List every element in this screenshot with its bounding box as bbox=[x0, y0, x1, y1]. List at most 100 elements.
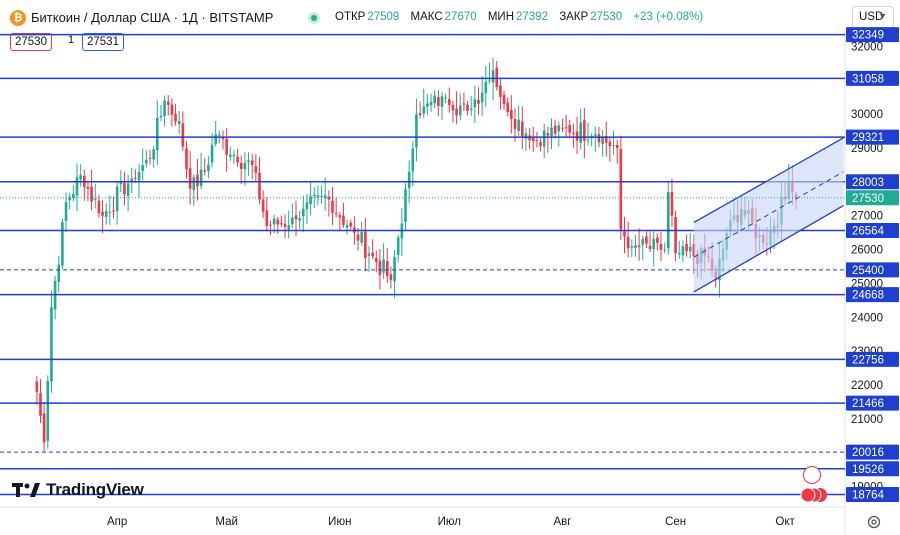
price-tick-label: 30000 bbox=[851, 109, 883, 121]
price-tick-label: 24000 bbox=[851, 312, 883, 324]
candle-body bbox=[236, 156, 239, 163]
bid-button[interactable]: 27530 bbox=[10, 33, 52, 51]
price-axis: 1900020000210002200023000240002500026000… bbox=[846, 27, 899, 503]
candle-body bbox=[250, 160, 254, 165]
candle-body bbox=[345, 225, 349, 228]
candle-body bbox=[196, 174, 199, 187]
candle-body bbox=[210, 144, 214, 163]
channel-upper-line bbox=[693, 137, 844, 224]
candle-body bbox=[612, 145, 615, 147]
candle-body bbox=[79, 175, 82, 180]
level-price-tag bbox=[846, 174, 899, 190]
candle-body bbox=[323, 195, 327, 199]
level-price-label: 32349 bbox=[852, 30, 884, 42]
candle-body bbox=[641, 238, 645, 245]
candle-body bbox=[575, 131, 579, 141]
candle-body bbox=[174, 113, 177, 122]
candle-body bbox=[356, 234, 360, 241]
level-price-label: 29321 bbox=[852, 132, 884, 144]
candle-body bbox=[72, 193, 75, 199]
candle-body bbox=[188, 168, 192, 189]
level-price-tag bbox=[846, 351, 899, 367]
price-tick-label: 26000 bbox=[851, 245, 883, 257]
candle-body bbox=[586, 139, 590, 141]
candle-body bbox=[97, 200, 101, 213]
candle-body bbox=[192, 177, 196, 191]
candle-body bbox=[506, 102, 509, 112]
candle-body bbox=[433, 95, 436, 104]
level-price-tag bbox=[846, 287, 899, 303]
candle-body bbox=[137, 172, 141, 181]
level-price-label: 18764 bbox=[852, 490, 885, 502]
candle-body bbox=[385, 261, 389, 276]
candle-body bbox=[221, 137, 225, 140]
channel-layer bbox=[693, 137, 844, 293]
candles-layer bbox=[35, 57, 798, 452]
candle-body bbox=[674, 217, 677, 253]
candle-body bbox=[35, 381, 39, 392]
level-price-label: 20016 bbox=[852, 447, 884, 459]
level-price-tag bbox=[846, 444, 899, 460]
candle-body bbox=[553, 125, 557, 134]
candle-body bbox=[291, 217, 294, 225]
candle-body bbox=[473, 99, 477, 108]
candle-body bbox=[645, 236, 648, 244]
time-tick-label: Авг bbox=[553, 516, 571, 528]
candle-body bbox=[583, 120, 586, 141]
candle-body bbox=[466, 104, 469, 111]
candle-body bbox=[393, 257, 396, 282]
candle-body bbox=[101, 211, 104, 216]
price-tick-label: 29000 bbox=[851, 143, 883, 155]
price-tick-label: 27000 bbox=[851, 211, 883, 223]
candle-body bbox=[407, 171, 411, 189]
candle-body bbox=[422, 106, 426, 114]
candle-body bbox=[495, 67, 499, 87]
candle-body bbox=[75, 177, 79, 196]
candle-body bbox=[426, 103, 429, 107]
candle-body bbox=[396, 237, 400, 255]
candle-body bbox=[46, 380, 50, 441]
candle-body bbox=[258, 172, 261, 200]
candle-body bbox=[542, 130, 546, 147]
economic-events-icon[interactable] bbox=[800, 487, 830, 503]
level-price-label: 31058 bbox=[852, 73, 884, 85]
candle-body bbox=[652, 238, 655, 250]
candle-body bbox=[57, 264, 61, 283]
candle-body bbox=[594, 134, 597, 136]
ask-button[interactable]: 27531 bbox=[82, 33, 124, 51]
candle-body bbox=[557, 125, 561, 132]
candle-body bbox=[513, 119, 517, 129]
candle-body bbox=[152, 149, 155, 160]
level-price-tag bbox=[846, 27, 899, 43]
candle-body bbox=[572, 132, 575, 134]
candle-body bbox=[364, 231, 367, 258]
symbol-title[interactable]: Биткоин / Доллар США · 1Д · BITSTAMP bbox=[31, 10, 274, 25]
candle-body bbox=[170, 104, 174, 115]
candle-body bbox=[64, 202, 68, 221]
currency-label: USD bbox=[859, 11, 884, 23]
candle-body bbox=[298, 218, 301, 221]
candle-body bbox=[637, 245, 641, 247]
tradingview-mark-icon bbox=[12, 483, 40, 497]
ohlc-values: ОТКР 27509 МАКС 27670 МИН 27392 ЗАКР 27530 +… bbox=[335, 11, 711, 23]
candle-body bbox=[608, 141, 612, 147]
candle-body bbox=[320, 196, 323, 198]
level-price-label: 22756 bbox=[852, 354, 884, 366]
alert-icon[interactable] bbox=[803, 466, 821, 484]
candle-body bbox=[334, 213, 338, 215]
close-label: ЗАКР bbox=[559, 11, 589, 23]
candle-body bbox=[199, 169, 203, 187]
settings-gear-icon[interactable] bbox=[866, 514, 882, 530]
time-tick-label: Май bbox=[215, 516, 238, 528]
candle-body bbox=[404, 189, 407, 223]
candle-body bbox=[265, 210, 269, 226]
time-tick-label: Сен bbox=[665, 516, 686, 528]
candle-body bbox=[316, 195, 320, 198]
candle-body bbox=[243, 162, 247, 170]
time-tick-label: Июн bbox=[328, 516, 351, 528]
price-tick-label: 32000 bbox=[851, 41, 883, 53]
candle-body bbox=[269, 224, 272, 226]
candle-body bbox=[312, 194, 316, 196]
candle-body bbox=[305, 202, 309, 210]
